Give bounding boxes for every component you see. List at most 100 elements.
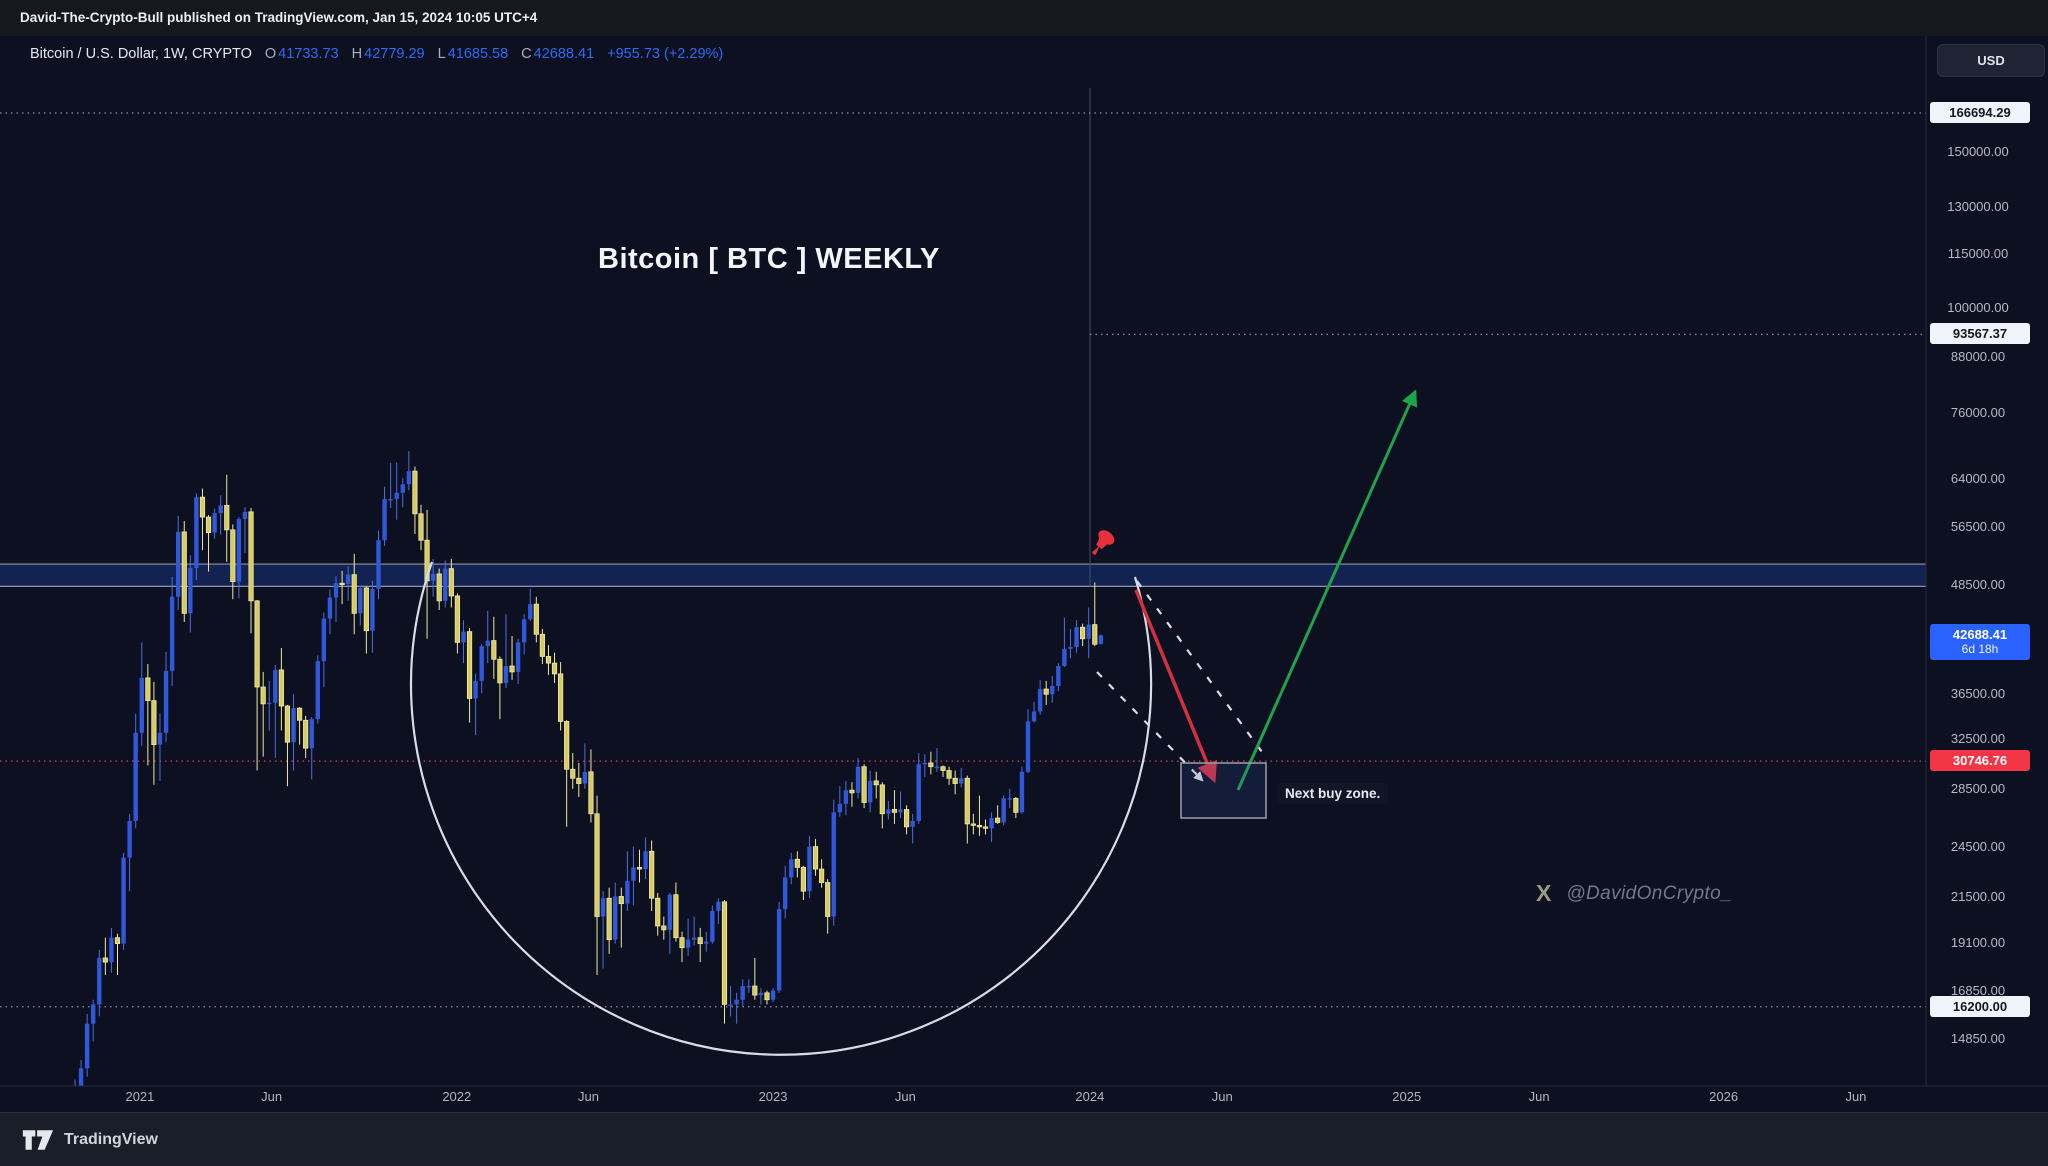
candle-body bbox=[376, 540, 381, 589]
candle-body bbox=[333, 583, 339, 598]
candle-body bbox=[837, 803, 843, 813]
currency-usd-button[interactable]: USD bbox=[1937, 44, 2045, 77]
buy-zone-box[interactable] bbox=[1180, 762, 1267, 819]
candle-body bbox=[1080, 626, 1086, 640]
author-watermark: X @DavidOnCrypto_ bbox=[1536, 880, 1732, 907]
price-axis-label: 32500.00 bbox=[1950, 730, 2006, 746]
candle-body bbox=[1007, 798, 1012, 800]
symbol-header[interactable]: Bitcoin / U.S. Dollar, 1W, CRYPTO O 4173… bbox=[30, 42, 723, 66]
time-axis-label: 2026 bbox=[1709, 1089, 1739, 1104]
candle-body bbox=[1062, 648, 1067, 667]
time-axis-label: 2022 bbox=[442, 1089, 472, 1104]
candle-body bbox=[776, 909, 782, 991]
candle-body bbox=[794, 858, 800, 868]
price-axis-label: 14850.00 bbox=[1950, 1031, 2006, 1047]
candle-body bbox=[485, 640, 490, 647]
price-badge-white: 16200.00 bbox=[1930, 995, 2030, 1017]
candle-body bbox=[1056, 666, 1061, 686]
candle-body bbox=[879, 784, 885, 815]
candle-body bbox=[443, 568, 448, 601]
candle-body bbox=[382, 499, 387, 541]
candle-body bbox=[394, 492, 399, 500]
candle-body bbox=[807, 846, 812, 892]
ohlc-high: H 42779.29 bbox=[352, 46, 425, 62]
buy-zone-label: Next buy zone. bbox=[1277, 783, 1389, 804]
candle-body bbox=[758, 992, 764, 996]
candle-body bbox=[133, 732, 138, 821]
time-axis[interactable]: 2021 Jun 2022 Jun 2023 Jun 2024 Jun 2025 Jun 2026 J… bbox=[0, 1086, 2048, 1112]
candle-body bbox=[770, 990, 776, 1000]
candle-body bbox=[685, 939, 691, 948]
chart-title: Bitcoin [ BTC ] WEEKLY bbox=[598, 243, 940, 275]
candle-body bbox=[1086, 624, 1091, 639]
candle-body bbox=[551, 662, 558, 675]
candle-body bbox=[406, 471, 412, 485]
pushpin-icon[interactable] bbox=[1086, 527, 1117, 559]
candle-body bbox=[843, 790, 849, 804]
price-axis-label: 48500.00 bbox=[1950, 577, 2006, 593]
tradingview-logo[interactable]: TradingView bbox=[22, 1129, 158, 1151]
candle-body bbox=[351, 574, 357, 614]
high-value: 42779.29 bbox=[364, 46, 425, 62]
candle-body bbox=[855, 766, 861, 793]
candle-body bbox=[151, 700, 157, 745]
candle-body bbox=[260, 686, 266, 705]
candle-body bbox=[825, 882, 831, 917]
candle-body bbox=[309, 719, 314, 749]
tradingview-logo-text: TradingView bbox=[64, 1130, 158, 1148]
candle-body bbox=[1037, 689, 1043, 712]
price-axis[interactable]: 150000.00 130000.00 115000.00 100000.00 8800… bbox=[1926, 36, 2048, 1086]
open-value: 41733.73 bbox=[278, 46, 339, 62]
candle-body bbox=[339, 582, 345, 585]
candle-body bbox=[710, 910, 715, 942]
candle-body bbox=[643, 851, 648, 870]
price-axis-label: 100000.00 bbox=[1947, 299, 2009, 315]
candle-body bbox=[873, 780, 879, 786]
candle-body bbox=[1050, 685, 1055, 695]
candle-body bbox=[928, 762, 934, 768]
candle-body bbox=[1074, 627, 1079, 648]
dashed-channel-lower-arrow[interactable] bbox=[1096, 671, 1204, 782]
candle-body bbox=[1001, 798, 1006, 823]
candle-body bbox=[1068, 647, 1073, 649]
x-twitter-icon: X bbox=[1536, 880, 1552, 906]
time-axis-label: Jun bbox=[1528, 1089, 1550, 1104]
green-rally-arrow[interactable] bbox=[1236, 389, 1418, 791]
close-label: C bbox=[521, 46, 532, 62]
candle-body bbox=[679, 937, 685, 949]
time-axis-label: 2024 bbox=[1075, 1089, 1105, 1104]
time-axis-label: 2023 bbox=[758, 1089, 788, 1104]
candle-body bbox=[448, 568, 454, 597]
red-pullback-arrow[interactable] bbox=[1134, 589, 1218, 784]
close-value: 42688.41 bbox=[533, 46, 595, 62]
candle-body bbox=[940, 766, 946, 771]
candle-body bbox=[503, 666, 509, 683]
price-axis-label: 130000.00 bbox=[1947, 199, 2009, 215]
candle-body bbox=[303, 719, 309, 749]
candle-body bbox=[649, 850, 655, 899]
candle-body bbox=[558, 673, 564, 722]
candle-body bbox=[606, 897, 612, 941]
dashed-channel-upper[interactable] bbox=[1136, 580, 1263, 753]
price-badge-white: 93567.37 bbox=[1930, 323, 2030, 345]
ohlc-close: C 42688.41 bbox=[521, 46, 594, 62]
time-axis-label: Jun bbox=[261, 1089, 283, 1104]
candle-body bbox=[388, 499, 393, 501]
resistance-band[interactable] bbox=[0, 563, 1926, 587]
candle-body bbox=[704, 941, 709, 944]
candle-body bbox=[697, 937, 703, 945]
candle-body bbox=[576, 777, 582, 784]
horizontal-price-levels[interactable] bbox=[0, 112, 1926, 1008]
candle-body bbox=[248, 511, 254, 602]
symbol-title[interactable]: Bitcoin / U.S. Dollar, 1W, CRYPTO bbox=[30, 46, 252, 62]
candle-body bbox=[1019, 771, 1025, 813]
candle-body bbox=[199, 496, 206, 518]
candle-body bbox=[740, 986, 745, 1000]
candle-body bbox=[218, 505, 223, 514]
price-axis-label: 36500.00 bbox=[1950, 686, 2006, 702]
candle-body bbox=[673, 894, 679, 939]
rounding-bottom-arc[interactable] bbox=[409, 561, 1153, 1056]
footer-bar: TradingView bbox=[0, 1112, 2048, 1166]
candle-body bbox=[691, 937, 697, 940]
